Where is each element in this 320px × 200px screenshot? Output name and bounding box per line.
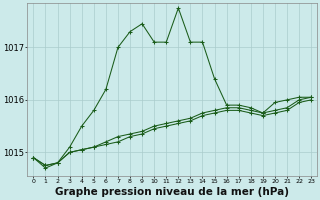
- X-axis label: Graphe pression niveau de la mer (hPa): Graphe pression niveau de la mer (hPa): [55, 187, 289, 197]
